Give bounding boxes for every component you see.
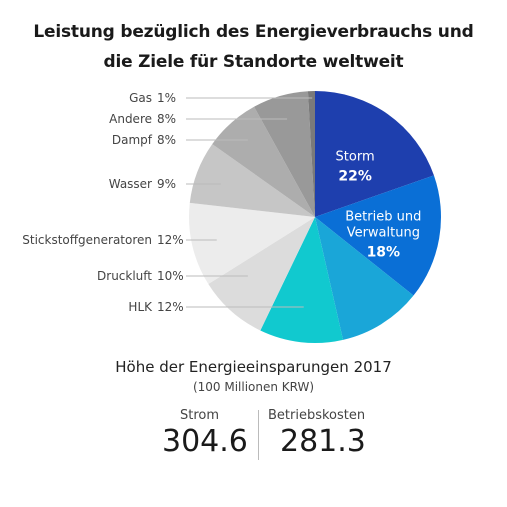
slice-label-betrieb-und-verwaltung: Verwaltung [347, 226, 420, 241]
pie-slice-gas [307, 91, 315, 217]
pie-slice-storm [315, 91, 434, 217]
slice-value-betrieb-und-verwaltung: 18% [367, 245, 401, 261]
pie-slice-hlk [260, 217, 344, 343]
slice-label-dampf: Dampf [112, 133, 153, 147]
betriebskosten-label: Betriebskosten [268, 408, 366, 423]
pie-slice-betrieb-und-verwaltung [315, 175, 442, 296]
pie-slice-dampf [212, 106, 315, 217]
pie-slice-druckluft [208, 217, 315, 331]
pie-slice-wasser [189, 144, 315, 217]
slice-label-druckluft: Druckluft [97, 269, 152, 283]
strom-label: Strom [180, 408, 220, 423]
slice-value-storm: 22% [338, 168, 372, 184]
savings-unit: (100 Millionen KRW) [192, 380, 315, 394]
slice-value-gas: 1% [157, 91, 176, 105]
slice-label-storm: Storm [336, 149, 375, 164]
chart-title-line-2: die Ziele für Standorte weltweit [103, 52, 404, 72]
chart-title-line-1: Leistung bezüglich des Energieverbrauchs… [33, 22, 474, 42]
betriebskosten-value: 281.3 [280, 424, 366, 459]
pie-slice-andere [254, 91, 315, 217]
slice-label-hlk: HLK [128, 300, 153, 314]
slice-value-stickstoffgeneratoren: 12% [157, 233, 184, 247]
slice-value-druckluft: 10% [157, 269, 184, 283]
slice-value-dampf: 8% [157, 133, 176, 147]
slice-label-wasser: Wasser [109, 177, 152, 191]
stat-divider [258, 410, 259, 460]
pie-slice-stickstoffgeneratoren [188, 202, 315, 285]
savings-title: Höhe der Energieeinsparungen 2017 [115, 358, 392, 376]
slice-value-wasser: 9% [157, 177, 176, 191]
pie-slice-unlabeled-2 [315, 217, 414, 340]
strom-value: 304.6 [162, 424, 248, 459]
slice-value-hlk: 12% [157, 300, 184, 314]
slice-value-andere: 8% [157, 112, 176, 126]
slice-label-gas: Gas [129, 91, 152, 105]
slice-label-stickstoffgeneratoren: Stickstoffgeneratoren [22, 233, 152, 247]
slice-label-andere: Andere [109, 112, 152, 126]
slice-label-betrieb-und-verwaltung: Betrieb und [345, 210, 421, 225]
